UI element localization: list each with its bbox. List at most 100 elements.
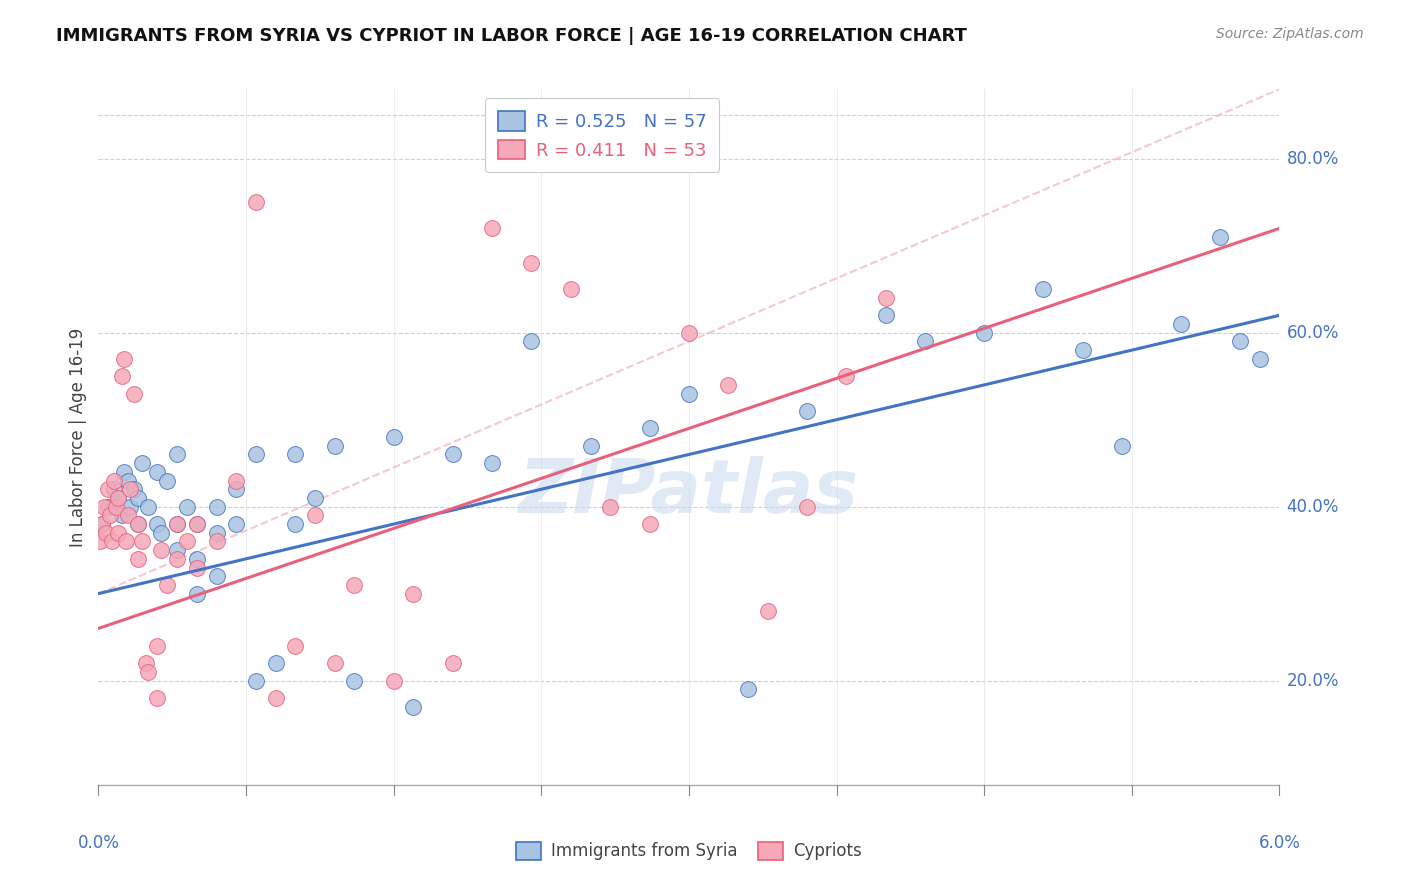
Point bbox=[914, 334, 936, 349]
Point bbox=[875, 291, 897, 305]
Point bbox=[225, 474, 247, 488]
Point bbox=[135, 657, 157, 671]
Point bbox=[402, 699, 425, 714]
Point bbox=[146, 465, 169, 479]
Point bbox=[91, 516, 114, 531]
Point bbox=[127, 516, 149, 531]
Point bbox=[382, 430, 405, 444]
Point bbox=[304, 491, 326, 505]
Point bbox=[205, 534, 228, 549]
Text: 80.0%: 80.0% bbox=[1286, 150, 1339, 168]
Legend: Immigrants from Syria, Cypriots: Immigrants from Syria, Cypriots bbox=[509, 835, 869, 867]
Point bbox=[98, 508, 121, 523]
Point bbox=[127, 491, 149, 505]
Point bbox=[91, 516, 114, 531]
Point bbox=[101, 534, 124, 549]
Point bbox=[131, 534, 153, 549]
Point bbox=[245, 673, 267, 688]
Point bbox=[146, 690, 169, 705]
Point bbox=[186, 516, 208, 531]
Point bbox=[323, 439, 346, 453]
Point bbox=[323, 657, 346, 671]
Point bbox=[112, 465, 135, 479]
Point bbox=[1249, 351, 1271, 366]
Point bbox=[112, 351, 135, 366]
Point bbox=[796, 500, 818, 514]
Point bbox=[111, 369, 134, 384]
Text: 40.0%: 40.0% bbox=[1286, 498, 1339, 516]
Point bbox=[796, 404, 818, 418]
Point bbox=[1032, 282, 1054, 296]
Point bbox=[264, 690, 287, 705]
Point bbox=[93, 500, 115, 514]
Point bbox=[520, 334, 543, 349]
Point bbox=[107, 491, 129, 505]
Point bbox=[146, 516, 169, 531]
Point bbox=[835, 369, 858, 384]
Point bbox=[520, 256, 543, 270]
Text: Source: ZipAtlas.com: Source: ZipAtlas.com bbox=[1216, 27, 1364, 41]
Point bbox=[737, 682, 759, 697]
Point bbox=[343, 578, 366, 592]
Point bbox=[166, 551, 188, 566]
Text: 60.0%: 60.0% bbox=[1286, 324, 1339, 342]
Point bbox=[343, 673, 366, 688]
Point bbox=[245, 447, 267, 462]
Point bbox=[264, 657, 287, 671]
Point bbox=[638, 516, 661, 531]
Point bbox=[678, 326, 700, 340]
Point bbox=[97, 500, 120, 514]
Point bbox=[115, 534, 138, 549]
Point bbox=[127, 551, 149, 566]
Point bbox=[205, 525, 228, 540]
Point bbox=[136, 500, 159, 514]
Text: 6.0%: 6.0% bbox=[1258, 834, 1301, 852]
Point bbox=[97, 482, 120, 496]
Point bbox=[973, 326, 995, 340]
Point bbox=[205, 500, 228, 514]
Point bbox=[186, 587, 208, 601]
Point bbox=[1209, 230, 1232, 244]
Point bbox=[441, 657, 464, 671]
Text: 0.0%: 0.0% bbox=[77, 834, 120, 852]
Point bbox=[225, 482, 247, 496]
Point bbox=[118, 500, 141, 514]
Point bbox=[284, 516, 307, 531]
Point bbox=[245, 195, 267, 210]
Point bbox=[205, 569, 228, 583]
Point bbox=[150, 543, 173, 558]
Point bbox=[1111, 439, 1133, 453]
Point bbox=[1170, 317, 1192, 331]
Point bbox=[717, 377, 740, 392]
Point bbox=[105, 500, 128, 514]
Point bbox=[117, 474, 139, 488]
Text: ZIPatlas: ZIPatlas bbox=[519, 456, 859, 529]
Point bbox=[117, 508, 139, 523]
Point bbox=[560, 282, 582, 296]
Point bbox=[118, 482, 141, 496]
Point bbox=[107, 491, 129, 505]
Point bbox=[756, 604, 779, 618]
Point bbox=[146, 639, 169, 653]
Point bbox=[136, 665, 159, 679]
Point bbox=[122, 482, 145, 496]
Text: IMMIGRANTS FROM SYRIA VS CYPRIOT IN LABOR FORCE | AGE 16-19 CORRELATION CHART: IMMIGRANTS FROM SYRIA VS CYPRIOT IN LABO… bbox=[56, 27, 967, 45]
Point bbox=[111, 508, 134, 523]
Point bbox=[402, 587, 425, 601]
Point bbox=[225, 516, 247, 531]
Point bbox=[166, 543, 188, 558]
Point bbox=[176, 500, 198, 514]
Point bbox=[284, 639, 307, 653]
Point bbox=[131, 456, 153, 470]
Point bbox=[875, 309, 897, 323]
Point bbox=[599, 500, 621, 514]
Point bbox=[103, 474, 125, 488]
Y-axis label: In Labor Force | Age 16-19: In Labor Force | Age 16-19 bbox=[69, 327, 87, 547]
Text: 20.0%: 20.0% bbox=[1286, 672, 1339, 690]
Point bbox=[186, 560, 208, 574]
Point bbox=[186, 516, 208, 531]
Point bbox=[156, 578, 179, 592]
Point bbox=[107, 525, 129, 540]
Point bbox=[166, 516, 188, 531]
Point bbox=[1071, 343, 1094, 358]
